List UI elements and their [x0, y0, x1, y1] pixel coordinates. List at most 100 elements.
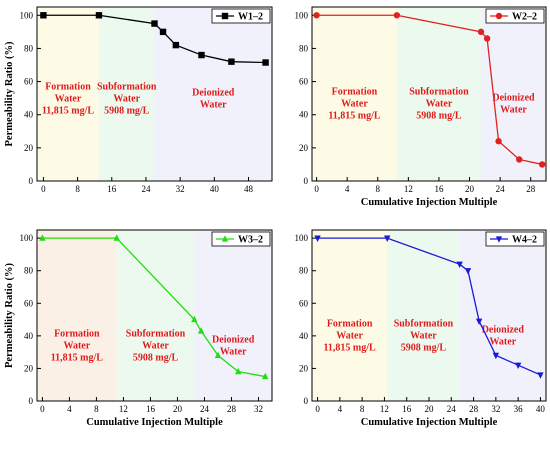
y-tick-label: 0: [29, 396, 34, 406]
zone-label: Water: [410, 330, 437, 341]
data-point: [214, 351, 222, 358]
y-tick-label: 40: [24, 110, 34, 120]
y-tick-label: 80: [299, 43, 309, 53]
plot-frame: [36, 229, 273, 402]
series-line: [317, 237, 541, 376]
zone-background: [387, 230, 460, 401]
y-tick-label: 40: [299, 110, 309, 120]
zone-label: 5908 mg/L: [401, 342, 447, 353]
series-line: [43, 14, 266, 64]
legend-marker: [221, 235, 229, 242]
x-axis-label: Cumulative Injection Multiple: [86, 417, 223, 428]
y-tick-label: 80: [24, 266, 34, 276]
zone-label: Formation: [54, 329, 100, 340]
y-axis-label: Permeability Ratio (%): [4, 41, 15, 146]
zone-label: 5908 mg/L: [133, 353, 179, 364]
x-tick-label: 24: [141, 184, 151, 194]
data-point: [492, 352, 500, 360]
data-point: [113, 234, 120, 241]
data-point: [262, 59, 269, 66]
zone-background: [312, 7, 397, 181]
zone-background: [37, 7, 99, 181]
data-point: [384, 235, 391, 242]
zone-label: 11,815 mg/L: [323, 342, 376, 353]
data-point: [228, 58, 235, 65]
x-tick-label: 8: [376, 184, 381, 194]
x-tick-label: 4: [345, 184, 350, 194]
y-tick-label: 40: [299, 331, 309, 341]
y-tick-label: 60: [299, 298, 309, 308]
zone-label: Deionized: [482, 324, 525, 335]
legend-label: W4–2: [512, 235, 537, 246]
y-tick-label: 20: [299, 143, 309, 153]
zone-label: Deionized: [492, 93, 535, 104]
x-tick-label: 32: [491, 404, 500, 414]
x-tick-label: 28: [227, 404, 237, 414]
data-point: [538, 161, 546, 168]
y-tick-label: 80: [24, 43, 34, 53]
x-tick-label: 24: [496, 184, 506, 194]
zone-background: [194, 230, 272, 401]
x-tick-label: 12: [119, 404, 128, 414]
data-point: [464, 268, 472, 275]
y-tick-label: 60: [24, 298, 34, 308]
x-tick-label: 20: [425, 404, 435, 414]
zone-label: Subformation: [97, 81, 157, 92]
x-tick-label: 16: [402, 404, 412, 414]
x-tick-label: 0: [40, 404, 45, 414]
y-tick-label: 20: [299, 363, 309, 373]
legend-box: [485, 231, 545, 247]
x-tick-label: 0: [315, 404, 320, 414]
zone-label: 5908 mg/L: [416, 111, 462, 122]
y-tick-label: 0: [304, 176, 309, 186]
y-tick-label: 60: [299, 77, 309, 87]
y-tick-label: 0: [29, 176, 34, 186]
x-tick-label: 8: [75, 184, 80, 194]
legend-box: [211, 8, 271, 24]
zone-label: Subformation: [126, 329, 186, 340]
x-tick-label: 28: [526, 184, 536, 194]
data-point: [313, 12, 320, 19]
plot-frame: [311, 6, 547, 182]
y-tick-label: 100: [20, 10, 34, 20]
y-tick-label: 100: [295, 10, 309, 20]
x-tick-label: 36: [514, 404, 524, 414]
zone-label: Water: [64, 341, 91, 352]
data-point: [40, 12, 47, 19]
zone-label: Formation: [332, 87, 378, 98]
x-tick-label: 12: [404, 184, 413, 194]
data-point: [393, 12, 401, 19]
zone-background: [154, 7, 272, 181]
x-tick-label: 24: [447, 404, 457, 414]
zone-label: Water: [336, 330, 363, 341]
data-point: [159, 28, 167, 36]
zone-label: Water: [489, 336, 516, 347]
x-tick-label: 0: [41, 184, 46, 194]
zone-label: Water: [500, 105, 527, 116]
data-point: [191, 315, 198, 323]
legend-label: W2–2: [512, 12, 537, 23]
zone-label: Water: [142, 341, 169, 352]
zone-label: Water: [220, 347, 247, 358]
legend-marker: [221, 12, 229, 20]
y-tick-label: 100: [295, 233, 309, 243]
data-point: [456, 261, 463, 268]
data-point: [235, 367, 242, 375]
x-tick-label: 16: [146, 404, 156, 414]
y-tick-label: 20: [24, 143, 34, 153]
x-tick-label: 4: [338, 404, 343, 414]
zone-label: Formation: [327, 318, 373, 329]
zone-background: [312, 230, 388, 401]
zone-background: [116, 230, 195, 401]
y-axis-label: Permeability Ratio (%): [4, 263, 15, 368]
data-point: [197, 327, 205, 334]
x-tick-label: 20: [465, 184, 475, 194]
zone-label: Formation: [45, 81, 91, 92]
data-point: [495, 138, 502, 145]
x-tick-label: 48: [244, 184, 254, 194]
y-tick-label: 20: [24, 363, 34, 373]
